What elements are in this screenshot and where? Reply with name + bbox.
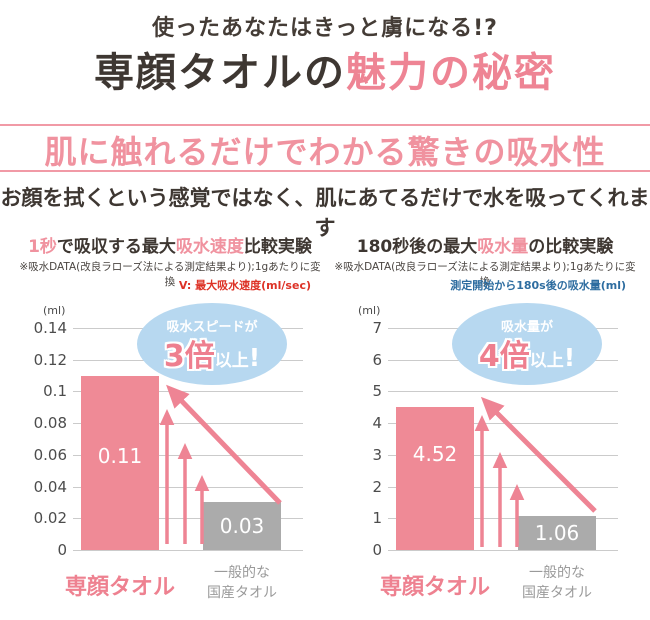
bar-value-label: 0.03	[219, 514, 265, 539]
y-axis-unit-label: (ml)	[43, 304, 66, 317]
tagline: 使ったあなたはきっと虜になる!?	[152, 16, 498, 41]
divider-bottom	[0, 170, 650, 172]
x-axis-label-line: 専顔タオル	[379, 575, 490, 600]
y-tick-label: 0	[57, 541, 67, 559]
y-tick-label: 1	[372, 509, 382, 528]
plot-area: 0.14 0.12 0.1 0.08 0.06 0.04 0.02 0 0.11 専顔タオル 0.0…	[15, 232, 325, 620]
callout-suffix: 以上	[214, 351, 249, 371]
chart-subtitle: ※吸水DATA(改良ラローズ法による測定結果より);1gあたりに変換	[19, 261, 321, 288]
x-axis-label-line: 国産タオル	[207, 585, 277, 601]
axis-note: V: 最大吸水速度(ml/sec)	[178, 279, 311, 292]
callout-multiplier: 4倍	[478, 339, 530, 374]
page-title-accent: 魅力の秘密	[346, 50, 556, 96]
y-tick-label: 0.02	[33, 509, 67, 528]
callout-value-row: 3倍以上!	[137, 331, 287, 375]
y-tick-label: 5	[372, 382, 382, 401]
y-tick-label: 0.04	[33, 477, 67, 496]
y-tick-label: 0.1	[43, 382, 67, 401]
x-axis-label: 一般的な 国産タオル	[482, 563, 632, 603]
callout-text: 吸水量が	[500, 320, 553, 335]
chart-title-accent: 吸水量	[477, 237, 529, 257]
chart-subtitle: ※吸水DATA(改良ラローズ法による測定結果より);1gあたりに変換	[334, 261, 636, 288]
x-axis-label: 一般的な 国産タオル	[167, 563, 317, 603]
y-axis-unit-label: (ml)	[358, 304, 381, 317]
y-tick-label: 4	[372, 414, 382, 433]
bar-senga-towel: 4.52	[396, 406, 474, 550]
callout-multiplier: 3倍	[163, 339, 215, 374]
gridline	[73, 550, 303, 551]
callout-value-row: 4倍以上!	[452, 331, 602, 375]
callout-bubble: 吸水量が 4倍以上!	[452, 303, 602, 385]
gridline	[388, 423, 618, 425]
growth-arrows-icon	[159, 384, 282, 544]
y-tick-label: 6	[372, 350, 382, 369]
y-tick-label: 7	[372, 319, 382, 337]
chart-absorption-volume: 180秒後の最大吸水量の比較実験 ※吸水DATA(改良ラローズ法による測定結果よ…	[330, 232, 640, 620]
bar-value-label: 0.11	[97, 443, 143, 468]
y-tick-label: 0.14	[33, 319, 67, 337]
bar-senga-towel: 0.11	[81, 375, 159, 550]
x-axis-label: 専顔タオル	[45, 569, 195, 601]
bar-generic-towel: 0.03	[203, 502, 281, 550]
y-tick-label: 2	[372, 477, 382, 496]
chart-title-text: 比較実験	[243, 237, 312, 257]
chart-title-text: 180秒後の最大	[356, 237, 478, 257]
axis-note: 測定開始から180s後の吸水量(ml)	[450, 279, 626, 292]
bar-generic-towel: 1.06	[518, 516, 596, 550]
chart-title-accent: 1秒	[28, 237, 57, 257]
callout-text: 吸水スピードが	[166, 320, 258, 335]
divider-top	[0, 124, 650, 126]
gridline	[73, 423, 303, 425]
banner-title: 肌に触れるだけでわかる驚きの吸水性	[44, 133, 606, 171]
x-axis-label-line: 国産タオル	[522, 585, 592, 601]
y-tick-label: 0.12	[33, 350, 67, 369]
gridline	[388, 550, 618, 551]
gridline	[388, 486, 618, 488]
bar-value-label: 4.52	[412, 441, 458, 466]
y-tick-label: 0.08	[33, 414, 67, 433]
chart-title: 180秒後の最大吸水量の比較実験	[330, 232, 640, 257]
chart-title-text: で吸収する最大	[56, 237, 176, 257]
y-tick-label: 3	[372, 445, 382, 464]
chart-title-text: の比較実験	[528, 237, 614, 257]
lead-text: お顔を拭くという感覚ではなく、肌にあてるだけで水を吸ってくれます	[0, 186, 650, 240]
growth-arrows-icon	[474, 396, 597, 547]
bar-value-label: 1.06	[534, 521, 580, 546]
y-tick-label: 0.06	[33, 445, 67, 464]
chart-title: 1秒で吸収する最大吸水速度比較実験	[15, 232, 325, 257]
gridline	[73, 518, 303, 520]
x-axis-label-line: 専顔タオル	[64, 575, 175, 600]
plot-area: 7 6 5 4 3 2 1 0 4.52 専顔タオル 1.06 一般的な国産タオル	[330, 232, 640, 620]
gridline	[388, 518, 618, 520]
x-axis-label-line: 一般的な	[214, 565, 270, 581]
chart-absorption-speed: 1秒で吸収する最大吸水速度比較実験 ※吸水DATA(改良ラローズ法による測定結果…	[15, 232, 325, 620]
chart-title-accent: 吸水速度	[175, 237, 244, 257]
page-title: 専顔タオルの魅力の秘密	[0, 40, 650, 98]
x-axis-label: 専顔タオル	[360, 569, 510, 601]
y-tick-label: 0	[372, 541, 382, 559]
exclamation-mark: !	[563, 343, 576, 372]
callout-suffix: 以上	[529, 351, 564, 371]
exclamation-mark: !	[248, 343, 261, 372]
page-title-dark: 専顔タオルの	[94, 50, 346, 96]
callout-bubble: 吸水スピードが 3倍以上!	[137, 303, 287, 385]
gridline	[388, 391, 618, 393]
x-axis-label-line: 一般的な	[529, 565, 585, 581]
gridline	[73, 486, 303, 488]
